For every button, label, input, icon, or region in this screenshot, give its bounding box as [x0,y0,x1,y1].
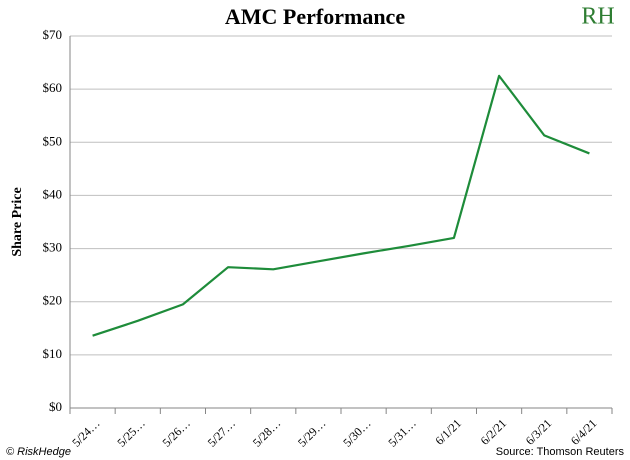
y-tick-label: $50 [43,133,63,148]
x-tick-label: 5/29… [295,416,328,449]
chart-title: AMC Performance [225,4,405,29]
source: Source: Thomson Reuters [496,446,625,458]
y-tick-label: $70 [43,27,63,42]
y-tick-label: $0 [49,399,62,414]
x-tick-label: 6/1/21 [432,416,464,448]
x-tick-label: 5/25… [114,416,147,449]
x-tick-label: 5/31… [385,416,418,449]
line-series [92,74,590,337]
y-tick-label: $30 [43,240,63,255]
x-tick-label: 5/26… [160,416,193,449]
x-tick-label: 5/28… [250,416,283,449]
y-axis-label: Share Price [10,187,25,256]
y-tick-label: $60 [43,80,63,95]
y-tick-label: $40 [43,186,63,201]
x-tick-label: 5/30… [340,416,373,449]
x-tick-label: 6/2/21 [478,416,510,448]
y-tick-label: $20 [43,293,63,308]
x-tick-label: 5/27… [205,416,238,449]
y-tick-label: $10 [43,346,63,361]
x-tick-label: 6/3/21 [523,416,555,448]
x-tick-label: 5/24… [69,416,102,449]
logo: RH [581,4,614,30]
copyright: © RiskHedge [6,446,71,458]
x-tick-label: 6/4/21 [568,416,600,448]
